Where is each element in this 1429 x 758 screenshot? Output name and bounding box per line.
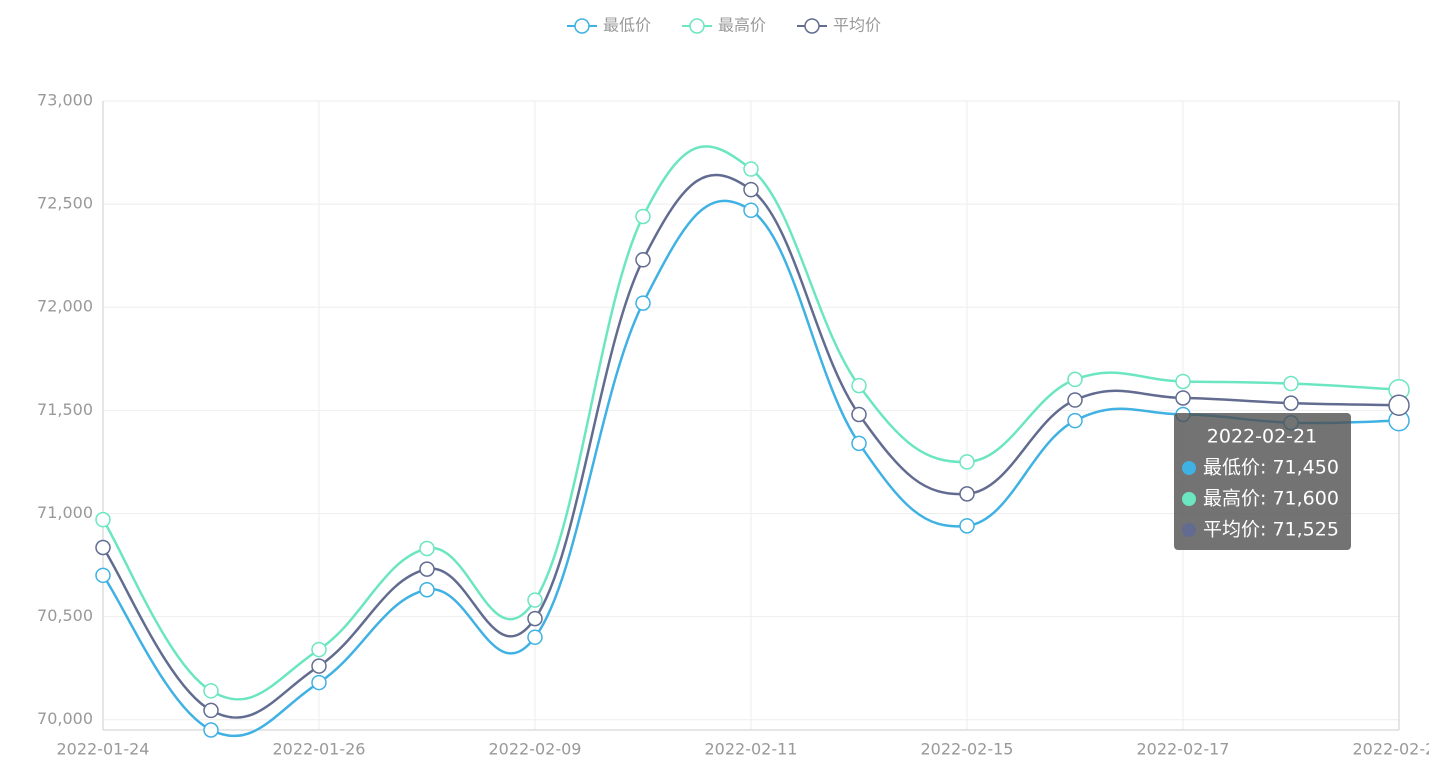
tooltip-dot <box>1182 461 1196 475</box>
x-tick-label: 2022-01-26 <box>273 740 366 758</box>
x-tick-label: 2022-01-24 <box>57 740 150 758</box>
x-tick-label: 2022-02-11 <box>705 740 798 758</box>
tooltip-dot <box>1182 492 1196 506</box>
x-tick-label: 2022-02-09 <box>489 740 582 758</box>
data-point <box>1175 373 1191 390</box>
y-tick-label: 72,500 <box>37 194 93 213</box>
tooltip-dot <box>1182 523 1196 537</box>
data-point <box>635 252 651 268</box>
data-point <box>959 454 975 470</box>
legend-marker <box>689 18 705 34</box>
data-point <box>527 592 543 608</box>
data-point <box>203 722 219 738</box>
legend-marker <box>804 18 820 34</box>
tooltip-title: 2022-02-21 <box>1207 426 1317 448</box>
data-point <box>1283 375 1299 392</box>
data-point <box>743 161 759 177</box>
tooltip-row: 最低价: 71,450 <box>1203 457 1339 479</box>
legend-label: 最低价 <box>603 16 651 35</box>
data-point <box>1067 371 1083 388</box>
data-point <box>419 561 435 577</box>
data-point <box>527 610 543 627</box>
data-point <box>311 641 327 658</box>
tooltip-row: 平均价: 71,525 <box>1203 519 1339 541</box>
data-point <box>419 582 435 598</box>
data-point <box>851 435 867 452</box>
data-point <box>743 202 759 219</box>
y-tick-label: 70,000 <box>37 709 93 728</box>
data-point <box>743 181 759 198</box>
legend-marker <box>574 18 590 34</box>
y-tick-label: 71,000 <box>37 503 93 522</box>
y-tick-label: 72,000 <box>37 297 93 316</box>
data-point <box>1067 412 1083 429</box>
data-point <box>851 406 867 423</box>
data-point <box>851 377 867 394</box>
data-point <box>311 674 327 691</box>
data-point <box>959 486 975 502</box>
y-tick-label: 71,500 <box>37 400 93 419</box>
x-tick-label: 2022-02-21 <box>1353 740 1429 758</box>
data-point <box>527 629 543 645</box>
data-point <box>959 518 975 534</box>
legend-label: 最高价 <box>718 16 766 35</box>
data-point <box>1067 392 1083 408</box>
y-tick-label: 73,000 <box>37 91 93 110</box>
data-point <box>95 539 111 556</box>
data-point <box>635 295 651 311</box>
data-point <box>95 567 111 584</box>
legend-label: 平均价 <box>833 16 881 35</box>
data-point <box>419 540 435 557</box>
data-point <box>311 658 327 674</box>
tooltip: 2022-02-21 最低价: 71,450 最高价: 71,600 平均价: 71,… <box>1174 413 1351 550</box>
legend-item: 最高价 <box>682 16 766 35</box>
data-point <box>95 511 111 528</box>
data-point <box>203 683 219 699</box>
tooltip-row: 最高价: 71,600 <box>1203 488 1339 510</box>
data-point <box>203 702 219 719</box>
data-point <box>1388 394 1410 416</box>
x-tick-label: 2022-02-17 <box>1137 740 1230 758</box>
legend-item: 最低价 <box>567 16 651 35</box>
data-point <box>635 208 651 225</box>
data-point <box>1175 390 1191 406</box>
tooltip-box <box>1174 413 1351 550</box>
legend-item: 平均价 <box>797 16 881 35</box>
x-tick-label: 2022-02-15 <box>921 740 1014 758</box>
y-tick-label: 70,500 <box>37 606 93 625</box>
data-point <box>1283 395 1299 411</box>
